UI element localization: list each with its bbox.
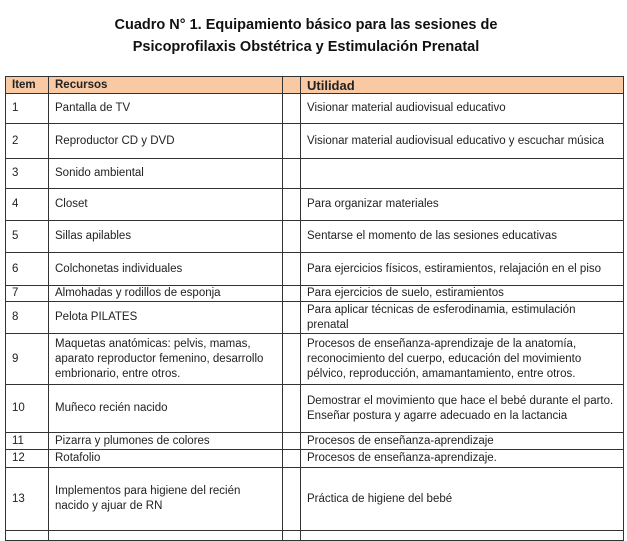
item-cell: 4 (5, 188, 49, 221)
item-cell: 12 (5, 449, 49, 468)
header-item: Item (5, 76, 49, 94)
utilidad-cell: Visionar material audiovisual educativo … (300, 123, 624, 159)
blank-cell (282, 93, 301, 124)
caption-line-2: Psicoprofilaxis Obstétrica y Estimulació… (132, 39, 480, 55)
utilidad-cell (300, 530, 624, 541)
table-header-row: Item Recursos Utilidad (5, 76, 624, 94)
item-cell: 10 (5, 384, 49, 433)
blank-cell (282, 384, 301, 433)
table-row: 9 Maquetas anatómicas: pelvis, mamas, apa… (5, 333, 624, 385)
recurso-cell: Almohadas y rodillos de esponja (48, 285, 283, 302)
recurso-cell: Sonido ambiental (48, 158, 283, 189)
utilidad-cell: Sentarse el momento de las sesiones educ… (300, 220, 624, 253)
utilidad-cell: Procesos de enseñanza-aprendizaje (300, 432, 624, 450)
table-row: 12 Rotafolio Procesos de enseñanza-aprendi… (5, 449, 624, 468)
recurso-cell (48, 530, 283, 541)
item-cell: 9 (5, 333, 49, 385)
item-cell: 5 (5, 220, 49, 253)
blank-cell (282, 123, 301, 159)
table-row: 8 Pelota PILATES Para aplicar técnicas de … (5, 301, 624, 334)
utilidad-cell: Para organizar materiales (300, 188, 624, 221)
item-cell: 6 (5, 252, 49, 286)
recurso-cell: Colchonetas individuales (48, 252, 283, 286)
table-row: 10 Muñeco recién nacido Demostrar el movim… (5, 384, 624, 433)
utilidad-cell: Para ejercicios físicos, estiramientos, … (300, 252, 624, 286)
recurso-cell: Sillas apilables (48, 220, 283, 253)
recurso-cell: Rotafolio (48, 449, 283, 468)
item-cell: 13 (5, 467, 49, 531)
blank-cell (282, 220, 301, 253)
blank-cell (282, 449, 301, 468)
utilidad-cell: Procesos de enseñanza-aprendizaje de la … (300, 333, 624, 385)
blank-cell (282, 432, 301, 450)
table-row: 7 Almohadas y rodillos de esponja Para eje… (5, 285, 624, 302)
utilidad-cell: Demostrar el movimiento que hace el bebé… (300, 384, 624, 433)
table-row: 5 Sillas apilables Sentarse el momento de … (5, 220, 624, 253)
blank-cell (282, 333, 301, 385)
utilidad-cell (300, 158, 624, 189)
utilidad-cell: Visionar material audiovisual educativo (300, 93, 624, 124)
header-blank (282, 76, 301, 94)
utilidad-cell: Para aplicar técnicas de esferodinamia, … (300, 301, 624, 334)
utilidad-cell: Práctica de higiene del bebé (300, 467, 624, 531)
recurso-cell: Reproductor CD y DVD (48, 123, 283, 159)
recurso-cell: Closet (48, 188, 283, 221)
recurso-cell: Pelota PILATES (48, 301, 283, 334)
header-utilidad: Utilidad (300, 76, 624, 94)
blank-cell (282, 252, 301, 286)
recurso-cell: Implementos para higiene del recién naci… (48, 467, 283, 531)
item-cell: 3 (5, 158, 49, 189)
item-cell: 7 (5, 285, 49, 302)
recurso-cell: Maquetas anatómicas: pelvis, mamas, apar… (48, 333, 283, 385)
table-row: 3 Sonido ambiental (5, 158, 624, 189)
item-cell: 2 (5, 123, 49, 159)
equipment-table: Item Recursos Utilidad 1 Pantalla de TV Vi… (5, 76, 624, 541)
item-cell: 1 (5, 93, 49, 124)
blank-cell (282, 158, 301, 189)
table-row: 13 Implementos para higiene del recién na… (5, 467, 624, 531)
table-caption: Cuadro N° 1. Equipamiento básico para la… (0, 14, 612, 58)
blank-cell (282, 188, 301, 221)
table-row: 11 Pizarra y plumones de colores Procesos … (5, 432, 624, 450)
recurso-cell: Muñeco recién nacido (48, 384, 283, 433)
utilidad-cell: Procesos de enseñanza-aprendizaje. (300, 449, 624, 468)
table-row: 1 Pantalla de TV Visionar material audiovi… (5, 93, 624, 124)
utilidad-cell: Para ejercicios de suelo, estiramientos (300, 285, 624, 302)
table-row: 4 Closet Para organizar materiales (5, 188, 624, 221)
table-row: 6 Colchonetas individuales Para ejercicios… (5, 252, 624, 286)
item-cell (5, 530, 49, 541)
recurso-cell: Pizarra y plumones de colores (48, 432, 283, 450)
header-recursos: Recursos (48, 76, 283, 94)
blank-cell (282, 301, 301, 334)
blank-cell (282, 467, 301, 531)
blank-cell (282, 530, 301, 541)
recurso-cell: Pantalla de TV (48, 93, 283, 124)
item-cell: 11 (5, 432, 49, 450)
blank-cell (282, 285, 301, 302)
table-row: 2 Reproductor CD y DVD Visionar material a… (5, 123, 624, 159)
table-row (5, 530, 624, 541)
caption-line-1: Cuadro N° 1. Equipamiento básico para la… (114, 17, 498, 33)
item-cell: 8 (5, 301, 49, 334)
